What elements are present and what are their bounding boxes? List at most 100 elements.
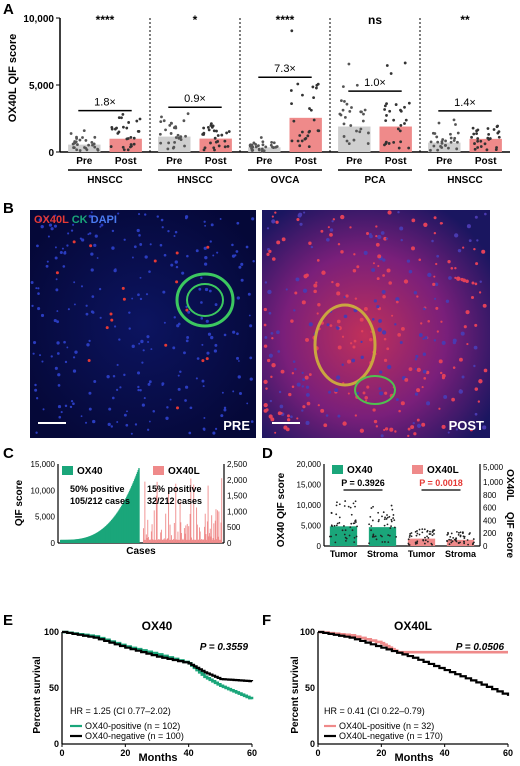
post-cell [406, 259, 411, 263]
panel-a-point [349, 124, 353, 127]
post-cell [441, 424, 446, 429]
panel-c-bar-ox40 [124, 499, 127, 543]
post-cell [268, 353, 273, 358]
panel-a-point [264, 145, 268, 149]
post-cell [308, 241, 312, 245]
dapi-nucleus [66, 346, 69, 349]
panel-c-bar-ox40 [65, 539, 68, 543]
dapi-nucleus [80, 238, 85, 242]
panel-c-cases-ox40: 105/212 cases [70, 496, 130, 506]
panel-a-point [429, 148, 432, 152]
panel-a-point [298, 134, 302, 137]
dapi-nucleus [148, 420, 151, 423]
dapi-nucleus [223, 406, 227, 410]
dapi-nucleus [110, 425, 113, 428]
panel-a-fold-change: 1.8× [94, 97, 116, 109]
post-cell [483, 368, 488, 373]
ox40l-signal [175, 280, 179, 284]
panel-c-bar-ox40 [90, 535, 93, 543]
panel-a-point [440, 142, 444, 145]
km-curve-ox40-negative [62, 630, 254, 683]
panel-c-legend-swatch-ox40 [62, 466, 73, 475]
panel-label-e: E [3, 612, 13, 629]
dapi-nucleus [74, 350, 78, 354]
post-cell [380, 434, 384, 438]
post-cell [388, 281, 392, 285]
panel-c-bar-ox40l [170, 539, 172, 543]
panel-c-bar-ox40 [136, 471, 139, 543]
panel-a-point [223, 139, 227, 143]
dapi-nucleus [162, 290, 166, 294]
post-cell [384, 427, 389, 431]
post-cell [342, 421, 347, 426]
dapi-nucleus [179, 370, 182, 373]
post-cell [447, 259, 451, 264]
panel-c-bar-ox40 [133, 481, 135, 543]
dapi-nucleus [223, 333, 227, 337]
panel-c-bar-ox40 [103, 527, 105, 543]
post-cell [389, 427, 394, 432]
panel-a-bar-post [379, 126, 412, 152]
post-cell [463, 325, 467, 329]
post-cell [382, 258, 386, 262]
panel-d-point [338, 521, 341, 524]
ox40l-signal [205, 357, 209, 361]
panel-c-bar-ox40l [211, 515, 213, 543]
panel-c-bar-ox40 [88, 536, 90, 543]
dapi-nucleus [59, 250, 63, 255]
panel-d-point [424, 539, 427, 542]
panel-a-point [488, 137, 492, 140]
post-cell [457, 248, 462, 253]
dapi-nucleus [173, 235, 176, 238]
post-cell [403, 279, 409, 284]
panel-c-bar-ox40l [188, 526, 190, 543]
dapi-nucleus [205, 319, 209, 323]
panel-a-point [172, 145, 176, 149]
panel-label-d: D [262, 445, 273, 462]
post-cell [373, 419, 378, 424]
panel-a-point [159, 141, 163, 145]
dapi-nucleus [148, 380, 152, 384]
panel-c-cases-ox40l: 32/212 cases [147, 496, 202, 506]
panel-a-ytick-label: 10,000 [23, 14, 54, 25]
panel-d-point [383, 524, 386, 527]
panel-d-point [328, 535, 331, 538]
post-cell [354, 414, 358, 417]
panel-a-point [453, 136, 457, 140]
panel-c-bar-ox40l [146, 538, 148, 543]
ox40l-signal [121, 286, 125, 290]
panel-a-point [184, 134, 187, 138]
post-cell [352, 345, 356, 349]
panel-d-point [353, 536, 356, 539]
post-cell [447, 431, 450, 434]
post-cell [379, 391, 384, 396]
post-cell [410, 425, 415, 430]
panel-d-point [333, 524, 336, 527]
dapi-nucleus [223, 408, 227, 412]
panel-c-bar-ox40 [100, 529, 103, 543]
panel-c-bar-ox40 [103, 527, 106, 543]
post-cell [329, 324, 333, 327]
panel-d-bar [407, 538, 436, 546]
post-cell [438, 407, 441, 410]
dapi-nucleus [107, 422, 111, 427]
panel-d-point [458, 531, 460, 534]
panel-d-point [388, 515, 391, 518]
post-cell [416, 388, 421, 393]
dapi-nucleus [44, 217, 48, 221]
dapi-nucleus [238, 265, 242, 269]
panel-c-ytick: 15,000 [31, 460, 56, 469]
panel-a-point [138, 117, 142, 121]
panel-c-ytick: 10,000 [31, 486, 56, 495]
post-cell [386, 347, 390, 351]
panel-a-point [125, 126, 129, 130]
panel-a-point [213, 136, 217, 140]
post-cell [477, 400, 480, 403]
dapi-nucleus [54, 246, 57, 249]
post-cell [343, 314, 348, 319]
panel-c-bar-ox40l [218, 511, 220, 543]
post-cell [381, 330, 387, 335]
post-cell [381, 289, 386, 294]
dapi-nucleus [113, 269, 117, 273]
km-xtick: 40 [184, 748, 194, 758]
